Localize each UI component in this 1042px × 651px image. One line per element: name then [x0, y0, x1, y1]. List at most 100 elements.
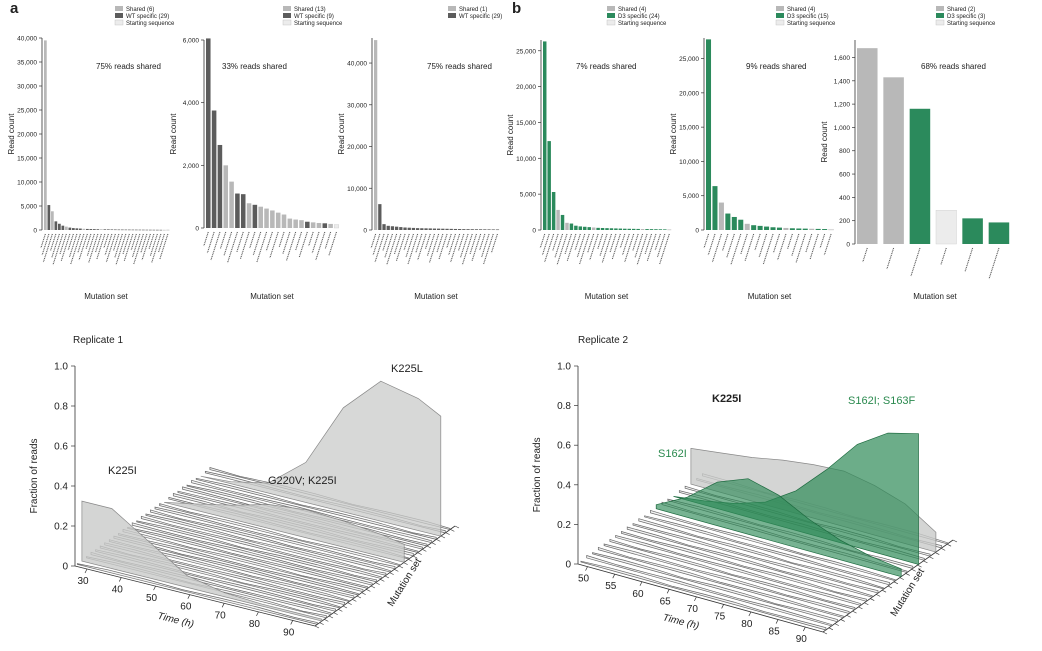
ribbon — [150, 509, 391, 573]
x-tick-label — [754, 233, 761, 251]
bar — [796, 228, 802, 230]
x-tick-label — [295, 231, 303, 251]
bar — [883, 77, 904, 244]
ribbon — [626, 526, 873, 598]
ribbon — [154, 506, 396, 570]
x-tick-label — [40, 233, 46, 249]
time-tick — [256, 611, 259, 617]
ribbon — [609, 538, 856, 610]
bar — [103, 229, 107, 230]
bar — [128, 229, 131, 231]
bar — [79, 228, 82, 230]
x-tick-label — [450, 233, 461, 263]
bar — [124, 229, 128, 231]
time-tick — [153, 585, 156, 591]
bar — [121, 229, 124, 231]
ribbon — [136, 520, 378, 583]
ribbon — [615, 535, 861, 606]
x-axis-label: Mutation set — [250, 292, 294, 301]
x-tick-label — [611, 233, 621, 260]
x-tick-label — [787, 233, 793, 250]
mutation-tick — [398, 565, 404, 569]
x-tick-label — [384, 233, 393, 259]
x-tick-label — [315, 231, 326, 261]
ribbon — [597, 546, 844, 619]
ribbon — [76, 563, 318, 625]
bar — [428, 228, 432, 230]
x-tick-label — [122, 233, 130, 255]
bar — [551, 192, 556, 230]
time-tick-label: 75 — [714, 611, 726, 622]
x-tick-label — [483, 233, 494, 265]
bar — [649, 229, 654, 230]
x-tick-label — [77, 233, 85, 254]
time-tick — [639, 581, 643, 586]
legend-label: D3 specific (3) — [947, 14, 985, 20]
bar — [591, 227, 596, 230]
mutation-tick — [911, 569, 916, 572]
x-tick-label — [386, 233, 398, 266]
bar — [54, 221, 58, 230]
legend-swatch — [448, 13, 456, 18]
ribbon — [131, 522, 373, 586]
x-tick-label — [726, 233, 735, 259]
bar — [757, 225, 763, 230]
bar — [149, 229, 152, 231]
x-tick-label — [619, 233, 626, 249]
series-label: K225I — [108, 465, 137, 477]
y-tick-label: 15,000 — [516, 120, 536, 127]
bar — [322, 223, 328, 228]
shared-annotation: 68% reads shared — [921, 62, 986, 71]
x-tick-label — [457, 233, 465, 252]
x-tick-label — [711, 233, 722, 263]
bar — [107, 229, 110, 230]
bar — [667, 229, 672, 231]
x-tick-label — [308, 231, 314, 247]
bar — [543, 41, 547, 231]
bar — [44, 40, 47, 231]
x-tick-label — [239, 231, 250, 260]
x-tick-label — [791, 233, 800, 257]
bar — [86, 228, 89, 230]
x-tick-label — [393, 233, 402, 255]
bar — [783, 227, 789, 230]
ribbon-S162I — [655, 478, 902, 578]
x-tick-label — [265, 231, 273, 252]
bar — [718, 202, 724, 230]
y-axis-label: Read count — [820, 121, 829, 163]
x-tick-label — [762, 233, 774, 265]
bar — [287, 218, 293, 228]
x-tick-label — [656, 233, 666, 258]
x-tick-label — [471, 233, 482, 262]
bar — [466, 229, 470, 230]
mutation-tick — [923, 560, 928, 564]
fraction-axis-label: Fraction of reads — [532, 437, 543, 512]
x-tick-label — [206, 231, 215, 254]
x-tick-label — [758, 233, 768, 258]
legend-swatch — [283, 13, 291, 18]
bar — [159, 229, 163, 231]
ribbon — [108, 539, 350, 602]
mutation-tick — [342, 605, 348, 609]
ribbon — [586, 555, 833, 627]
y-tick-label: 25,000 — [17, 108, 37, 115]
bar — [935, 209, 957, 245]
ridge-chart-7: Replicate 1 0 0.2 0.4 0.6 0.8 1.0 Fraction of r… — [29, 335, 460, 638]
legend-swatch — [935, 19, 945, 26]
x-tick-label — [772, 233, 780, 254]
bar — [217, 144, 223, 228]
x-tick-label — [579, 233, 590, 265]
y-tick-label: 15,000 — [679, 125, 699, 132]
bar — [618, 228, 623, 230]
legend-label: Starting sequence — [787, 21, 836, 27]
bar — [399, 227, 403, 230]
ribbon — [603, 543, 850, 615]
mutation-tick — [356, 595, 362, 599]
x-tick-label — [461, 233, 473, 266]
shared-annotation: 75% reads shared — [96, 62, 161, 71]
x-tick-label — [740, 233, 748, 255]
time-tick — [666, 589, 670, 594]
bar-chart-3: 0 10,000 20,000 30,000 40,000 Read count Mutat… — [337, 6, 502, 301]
bar — [449, 228, 453, 230]
bar — [569, 223, 574, 230]
